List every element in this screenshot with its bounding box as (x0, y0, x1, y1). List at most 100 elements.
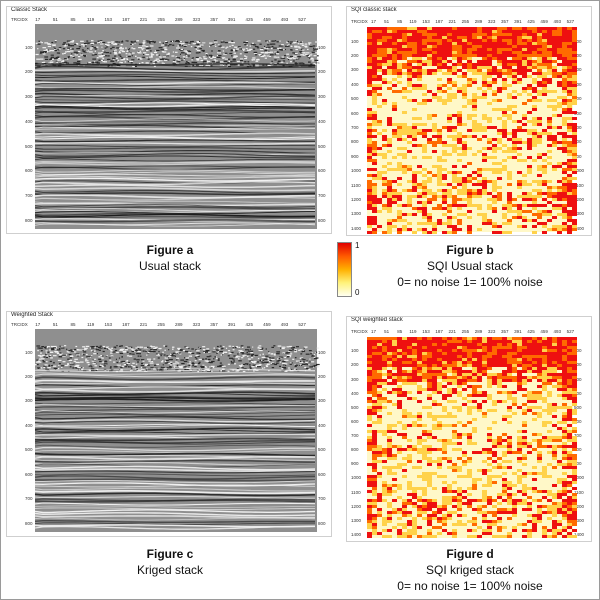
y-tick-label: 1100 (351, 489, 361, 495)
sqi-heatmap (367, 27, 577, 234)
x-tick-label: 357 (501, 19, 509, 24)
y-tick-label: 600 (574, 110, 582, 116)
x-tick-label: 153 (422, 329, 430, 334)
x-tick-row: 17 51 85 119 153 187 221 255 289 323 357 391 425 459 4… (367, 329, 577, 334)
panel-sqi-classic-stack: SQI classic stack TRCIDX 17 51 85 119 153 187… (346, 6, 592, 236)
y-tick-label: 1300 (351, 517, 362, 523)
y-tick-label: 200 (574, 52, 582, 58)
y-tick-label: 600 (25, 471, 33, 477)
x-tick-label: 459 (540, 329, 548, 334)
x-tick-label: 51 (52, 17, 58, 22)
seismic-image (34, 329, 320, 532)
x-tick-label: 289 (175, 322, 183, 327)
y-tick-label: 200 (574, 362, 582, 368)
x-tick-label: 493 (280, 322, 289, 327)
x-tick-label: 119 (409, 329, 417, 334)
colorbar-max-label: 1 (355, 241, 360, 250)
y-tick-label: 800 (318, 520, 326, 526)
x-tick-label: 153 (104, 17, 113, 22)
x-tick-label: 255 (157, 322, 165, 327)
x-tick-label: 85 (70, 322, 76, 327)
y-tick-label: 100 (25, 44, 33, 50)
y-tick-label: 500 (25, 447, 33, 453)
y-tick-label: 800 (574, 139, 582, 145)
y-tick-label: 900 (574, 461, 582, 467)
y-tick-label: 100 (574, 348, 582, 354)
y-tick-label: 700 (318, 496, 326, 502)
y-tick-label: 300 (25, 398, 33, 404)
y-tick-label: 1200 (351, 503, 362, 509)
y-tick-label: 1000 (574, 168, 585, 174)
x-tick-label: 425 (527, 329, 535, 334)
y-tick-label: 100 (318, 349, 326, 355)
y-tick-label: 700 (574, 124, 582, 130)
y-tick-label: 400 (318, 118, 326, 124)
y-tick-label: 1000 (351, 475, 362, 481)
x-tick-label: 51 (384, 329, 390, 334)
y-tick-label: 500 (318, 143, 326, 149)
y-tick-label: 400 (351, 81, 359, 87)
caption-subtitle: Kriged stack (136, 563, 204, 577)
y-tick-label: 400 (25, 118, 33, 124)
trace-axis-label: TRCIDX (11, 322, 28, 327)
x-tick-label: 527 (298, 17, 306, 22)
y-tick-label: 1300 (574, 517, 585, 523)
caption-title: Figure b (446, 243, 494, 257)
x-tick-label: 187 (435, 19, 443, 24)
y-tick-label: 500 (351, 96, 359, 102)
y-tick-label: 700 (25, 192, 33, 198)
x-tick-label: 17 (371, 19, 377, 24)
seismic-image (34, 24, 320, 229)
y-tick-label: 500 (574, 404, 582, 410)
x-tick-label: 493 (280, 17, 289, 22)
panel-weighted-stack: Weighted Stack TRCIDX 17 51 85 119 153 187 221… (6, 311, 332, 537)
x-tick-label: 221 (139, 322, 148, 327)
y-tick-label: 100 (25, 349, 33, 355)
y-tick-label: 500 (351, 404, 359, 410)
caption-b: Figure b SQI Usual stack 0= no noise 1= … (375, 242, 565, 290)
y-tick-label: 1300 (574, 211, 585, 217)
x-tick-label: 289 (175, 17, 183, 22)
y-ticks-right: 100 200 300 400 500 600 700 800 (318, 330, 331, 533)
caption-d: Figure d SQI kriged stack 0= no noise 1=… (375, 546, 565, 594)
y-ticks-left: 100 200 300 400 500 600 700 800 (25, 330, 45, 533)
x-tick-label: 527 (298, 322, 306, 327)
y-tick-label: 1100 (351, 182, 361, 188)
x-tick-label: 425 (245, 17, 254, 22)
x-tick-label: 119 (87, 322, 95, 327)
x-tick-label: 187 (122, 322, 130, 327)
x-tick-label: 357 (210, 322, 218, 327)
x-tick-label: 85 (70, 17, 76, 22)
x-tick-row: 17 51 85 119 153 187 221 255 289 323 357 391 425 459 4… (29, 17, 311, 22)
y-tick-label: 900 (351, 461, 359, 467)
x-tick-label: 527 (566, 329, 575, 334)
x-tick-label: 51 (52, 322, 58, 327)
y-tick-label: 100 (318, 44, 326, 50)
x-tick-label: 119 (87, 17, 95, 22)
colorbar-min-label: 0 (355, 288, 360, 297)
x-tick-label: 255 (157, 17, 165, 22)
y-tick-label: 1100 (574, 182, 584, 188)
y-tick-label: 400 (318, 422, 326, 428)
y-tick-label: 300 (318, 398, 326, 404)
y-tick-label: 400 (574, 81, 582, 87)
y-tick-label: 500 (574, 96, 582, 102)
y-tick-label: 800 (574, 447, 582, 453)
x-tick-label: 17 (35, 322, 41, 327)
x-tick-label: 459 (263, 322, 271, 327)
y-tick-label: 600 (318, 471, 326, 477)
x-tick-label: 255 (461, 329, 470, 334)
y-ticks-right: 100 200 300 400 500 600 700 800 900 1000 1100 1200 1… (574, 27, 590, 233)
x-tick-label: 459 (263, 17, 271, 22)
trace-axis-label: TRCIDX (11, 17, 28, 22)
panel-title: SQI weighted stack (351, 317, 403, 323)
y-tick-label: 100 (351, 348, 359, 354)
y-tick-label: 800 (351, 447, 359, 453)
y-tick-label: 900 (351, 153, 359, 159)
y-tick-label: 1300 (351, 211, 362, 217)
y-tick-label: 1400 (574, 225, 585, 231)
x-tick-label: 187 (122, 17, 130, 22)
caption-a: Figure a Usual stack (95, 242, 245, 274)
y-tick-label: 400 (351, 390, 359, 396)
sqi-heatmap (367, 337, 577, 538)
